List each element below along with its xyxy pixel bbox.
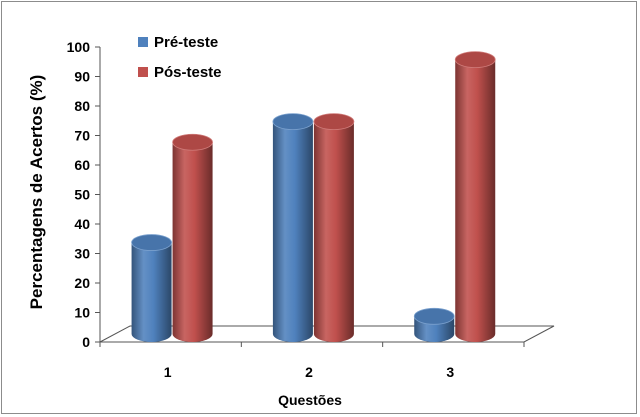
x-tick-label: 2 [305,364,313,380]
y-tick-label: 50 [74,187,90,203]
bar-top [413,307,455,325]
y-tick-label: 40 [74,216,90,232]
x-axis-title: Questões [278,392,342,408]
bar-body [272,121,313,342]
y-tick-labels: 0 10 20 30 40 50 60 70 80 90 100 [67,39,91,350]
y-axis-title: Percentagens de Acertos (%) [27,75,46,310]
y-tick-label: 60 [74,157,90,173]
legend-swatch [138,37,148,47]
bar-top [172,133,213,151]
y-tick-label: 0 [82,334,90,350]
bar-pos-q2 [313,113,355,342]
legend-swatch [138,67,148,77]
legend-label: Pré-teste [154,34,218,51]
bar-pre-q1 [131,234,172,342]
bar-top [272,113,314,130]
bar-body [172,142,213,342]
y-tick-label: 30 [74,246,90,262]
legend-label: Pós-teste [154,64,222,81]
axes [95,46,525,347]
bar-pos-q3 [454,51,496,343]
y-tick-label: 100 [67,39,91,55]
legend-item: Pré-teste [138,34,218,51]
bars [131,51,496,343]
bar-body [313,121,354,342]
legend-item: Pós-teste [138,64,222,81]
bar-top [454,51,496,69]
y-tick-label: 90 [74,69,90,85]
y-tick-label: 80 [74,98,90,114]
bar-pre-q2 [272,113,314,342]
x-tick-label: 1 [164,364,172,380]
y-tick-label: 20 [74,275,90,291]
bar-top [131,234,172,251]
x-tick-label: 3 [446,364,454,380]
legend: Pré-teste Pós-teste [138,34,222,81]
y-tick-label: 70 [74,128,90,144]
bar-pre-q3 [413,307,455,342]
bar-pos-q1 [172,133,213,342]
bar-top [313,113,355,130]
x-tick-labels: 1 2 3 [164,364,455,380]
bar-body [455,59,496,343]
y-tick-label: 10 [74,305,90,321]
bar-body [131,242,172,342]
